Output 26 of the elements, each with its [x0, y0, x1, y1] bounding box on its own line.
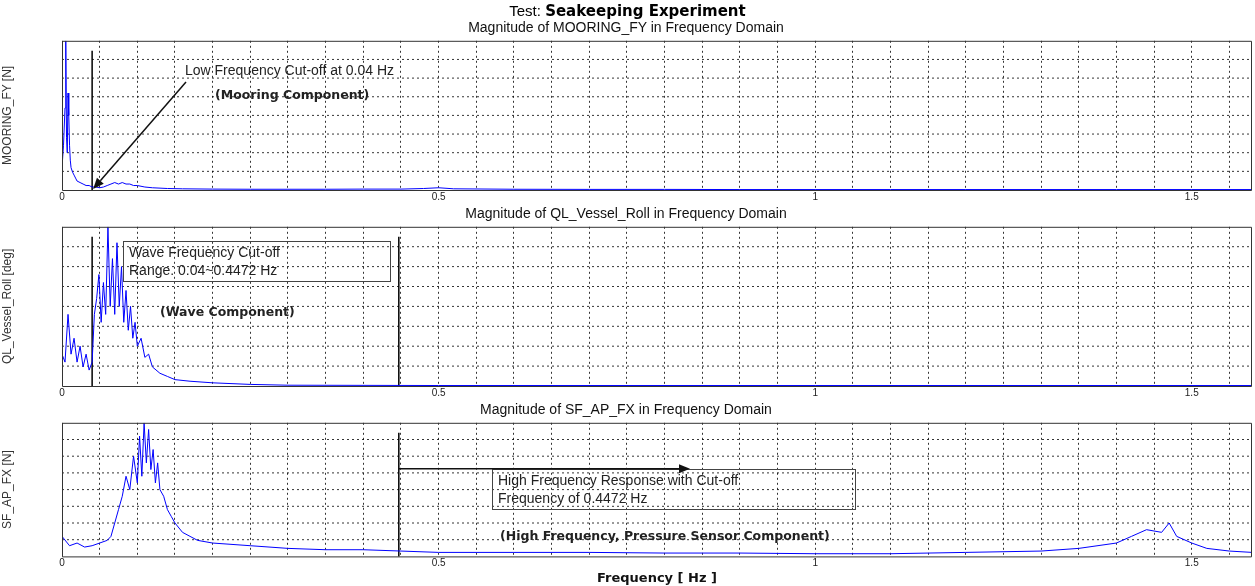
- y-axis-title: MOORING_FY [N]: [0, 65, 14, 165]
- x-tick-label: 1: [812, 190, 819, 202]
- annotation: (High Frequency, Pressure Sensor Component): [500, 528, 830, 544]
- x-tick-label: 0.5: [431, 190, 446, 202]
- x-tick-label: 1.5: [1184, 557, 1200, 569]
- x-tick-label: 0: [59, 386, 66, 398]
- x-axis-title: Frequency [ Hz ]: [597, 569, 717, 585]
- chart-title: Magnitude of SF_AP_FX in Frequency Domain: [480, 401, 772, 418]
- chart-title: Magnitude of QL_Vessel_Roll in Frequency Domain: [465, 205, 787, 222]
- x-tick-label: 1: [812, 557, 819, 569]
- chart-subtitle: Magnitude of MOORING_FY in Frequency Domain: [468, 19, 784, 36]
- annotation: High Frequency Response with Cut-off Frequency of 0.4472 Hz: [492, 469, 856, 510]
- y-axis-title: SF_AP_FX [N]: [0, 450, 14, 529]
- y-axis-title: QL_Vessel_Roll [deg]: [0, 248, 14, 365]
- x-tick-label: 0.5: [431, 386, 446, 398]
- x-tick-label: 0.5: [431, 557, 446, 569]
- x-tick-label: 1: [812, 386, 819, 398]
- annotation: (Wave Component): [160, 304, 295, 320]
- x-tick-label: 0: [59, 190, 66, 202]
- x-tick-label: 1.5: [1184, 386, 1200, 398]
- x-tick-label: 0: [59, 557, 66, 569]
- annotation: Wave Frequency Cut-off Range. 0.04~0.4472 Hz: [123, 241, 391, 282]
- annotation: Low Frequency Cut-off at 0.04 Hz: [185, 62, 395, 80]
- annotation: (Mooring Component): [215, 87, 370, 103]
- x-tick-label: 1.5: [1184, 190, 1200, 202]
- chart-title: Test: Seakeeping Experiment: [509, 2, 746, 20]
